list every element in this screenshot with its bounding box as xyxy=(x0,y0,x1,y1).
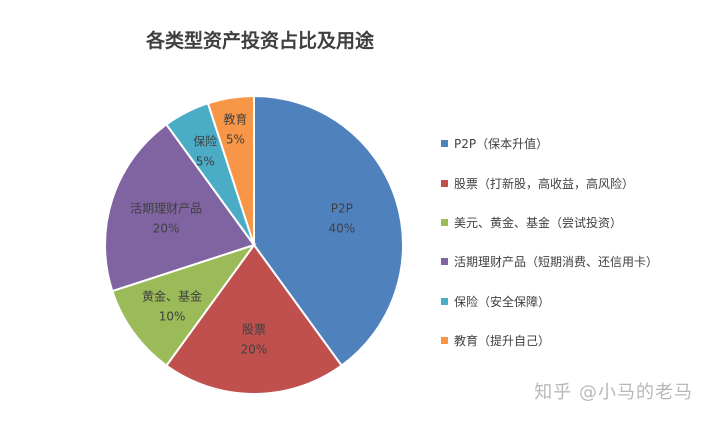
slice-percent-label: 20% xyxy=(153,221,180,235)
legend-item: 股票（打新股，高收益，高风险） xyxy=(441,163,658,202)
slice-percent-label: 5% xyxy=(226,132,245,146)
pie-slice xyxy=(104,123,256,293)
legend-label: 保险（安全保障） xyxy=(454,294,551,309)
slice-percent-label: 5% xyxy=(196,154,215,168)
legend-label: P2P（保本升值） xyxy=(454,137,549,152)
watermark: 知乎 @小马的老马 xyxy=(534,382,693,403)
slice-label: 教育 xyxy=(223,111,247,126)
legend-item: 保险（安全保障） xyxy=(441,282,658,321)
pie-slice xyxy=(253,94,404,367)
legend: P2P（保本升值） 股票（打新股，高收益，高风险） 美元、黄金、基金（尝试投资） 活期… xyxy=(441,124,658,360)
slice-percent-label: 20% xyxy=(241,342,268,356)
legend-swatch xyxy=(441,297,448,305)
slice-label: P2P xyxy=(331,201,353,215)
slice-label: 黄金、基金 xyxy=(142,289,202,304)
legend-label: 教育（提升自己） xyxy=(454,334,551,349)
pie-slice xyxy=(111,243,257,367)
slice-label: 活期理财产品 xyxy=(130,201,202,215)
legend-swatch xyxy=(441,179,448,187)
legend-item: P2P（保本升值） xyxy=(441,124,658,163)
chart-title: 各类型资产投资占比及用途 xyxy=(145,30,374,52)
legend-item: 美元、黄金、基金（尝试投资） xyxy=(441,203,658,242)
pie-slice xyxy=(206,94,255,246)
legend-swatch xyxy=(441,218,448,226)
legend-swatch xyxy=(441,337,448,345)
legend-label: 股票（打新股，高收益，高风险） xyxy=(454,176,635,191)
pie-slice xyxy=(165,243,343,395)
slice-label: 保险 xyxy=(193,133,217,148)
legend-swatch xyxy=(441,258,448,266)
slice-label: 股票 xyxy=(242,322,266,336)
slice-percent-label: 40% xyxy=(329,221,356,235)
legend-item: 活期理财产品（短期消费、还信用卡） xyxy=(441,242,658,281)
legend-label: 活期理财产品（短期消费、还信用卡） xyxy=(454,255,659,270)
legend-label: 美元、黄金、基金（尝试投资） xyxy=(454,215,623,230)
legend-item: 教育（提升自己） xyxy=(441,321,658,360)
slice-percent-label: 10% xyxy=(159,310,186,324)
legend-swatch xyxy=(441,140,448,148)
